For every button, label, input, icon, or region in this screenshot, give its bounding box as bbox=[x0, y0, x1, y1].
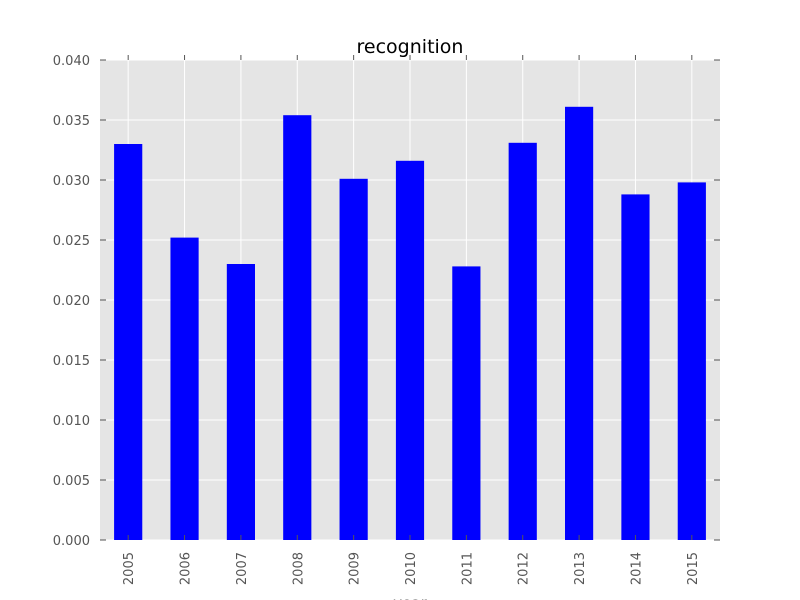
tick-marks bbox=[100, 55, 720, 541]
bar-2010 bbox=[395, 160, 425, 541]
x-tick-label: 2011 bbox=[460, 552, 475, 585]
bar-2008 bbox=[283, 115, 312, 540]
x-tick-label: 2009 bbox=[348, 552, 363, 585]
x-tick-label: 2014 bbox=[629, 552, 644, 585]
y-tick-label: 0.025 bbox=[53, 234, 90, 249]
x-tick-label: 2007 bbox=[235, 552, 250, 585]
bar-2013 bbox=[565, 106, 594, 541]
x-tick-labels: 2005 2006 2007 2008 2009 2010 2011 2012 2013 2014… bbox=[122, 552, 701, 585]
y-tick-label: 0.030 bbox=[53, 174, 90, 189]
bar-2005 bbox=[114, 144, 143, 540]
y-tick-label: 0.010 bbox=[53, 414, 90, 429]
x-tick-label: 2013 bbox=[573, 552, 588, 585]
bar-2014 bbox=[621, 194, 650, 540]
bar-2006 bbox=[170, 237, 199, 540]
x-tick-label: 2012 bbox=[517, 552, 532, 585]
y-tick-label: 0.020 bbox=[53, 294, 90, 309]
y-tick-label: 0.040 bbox=[53, 54, 90, 69]
x-tick-label: 2008 bbox=[291, 552, 306, 585]
y-tick-label: 0.015 bbox=[53, 354, 90, 369]
y-tick-label: 0.035 bbox=[53, 114, 90, 129]
bar-2015 bbox=[677, 182, 706, 540]
bar-2007 bbox=[226, 264, 255, 540]
bar-2011 bbox=[452, 266, 481, 540]
x-axis-label: year bbox=[393, 594, 427, 600]
y-tick-labels: 0.000 0.005 0.010 0.015 0.020 0.025 0.030 0.035… bbox=[53, 54, 90, 549]
x-tick-label: 2006 bbox=[179, 552, 194, 585]
x-tick-label: 2005 bbox=[122, 552, 137, 585]
bars-group bbox=[114, 106, 706, 541]
bar-2009 bbox=[339, 178, 368, 541]
x-tick-label: 2015 bbox=[686, 552, 701, 585]
chart-title: recognition bbox=[357, 36, 464, 58]
y-tick-label: 0.005 bbox=[53, 474, 90, 489]
bar-2012 bbox=[508, 142, 537, 541]
x-tick-label: 2010 bbox=[404, 552, 419, 585]
y-tick-label: 0.000 bbox=[53, 534, 90, 549]
